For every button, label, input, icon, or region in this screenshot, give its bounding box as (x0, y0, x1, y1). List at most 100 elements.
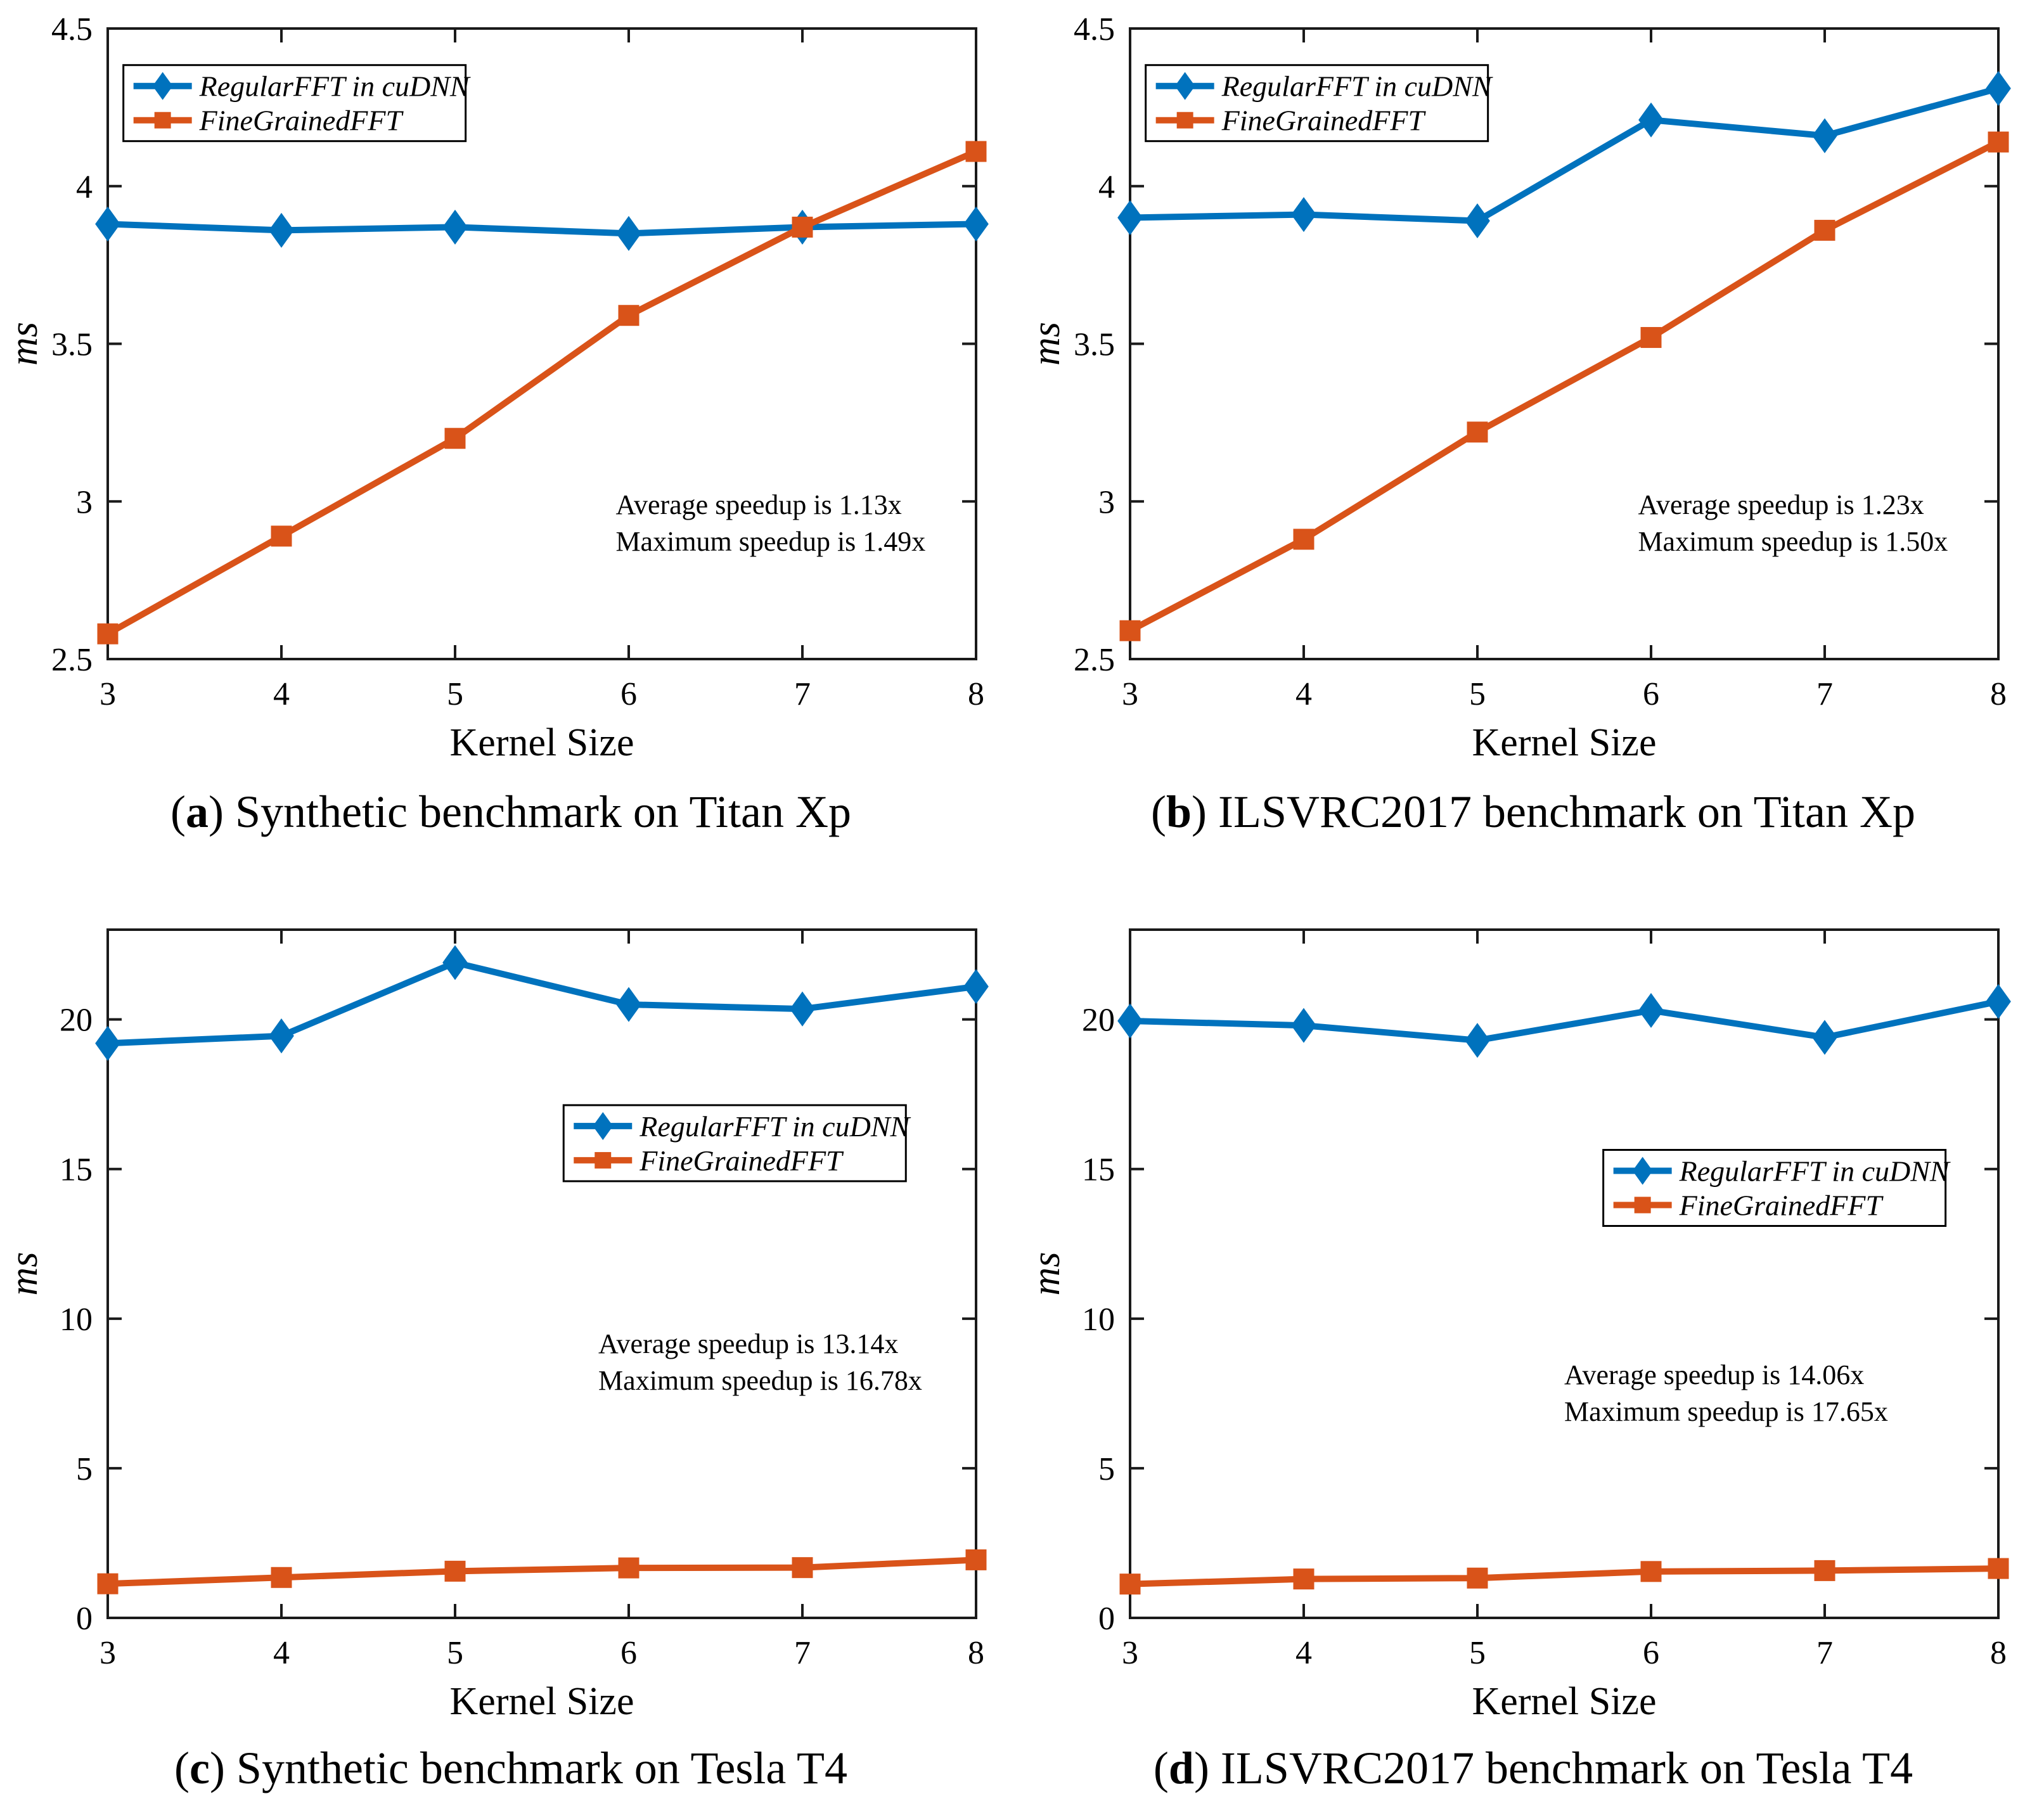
legend-entry-label: RegularFFT in cuDNN (1679, 1155, 1951, 1188)
speedup-annotation-line: Maximum speedup is 1.49x (615, 526, 925, 557)
legend-entry-label: RegularFFT in cuDNN (639, 1110, 911, 1143)
diamond-marker (1986, 70, 2011, 106)
square-marker (595, 1151, 612, 1169)
chart-c-plot: 3 4 5 6 7 8 0 5 10 15 20 Kernel Size ms RegularFFT in… (3, 928, 989, 1723)
diamond-marker (95, 206, 120, 242)
caption-text: ILSVRC2017 benchmark on Tesla T4 (1220, 1743, 1913, 1793)
diamond-marker (269, 1018, 294, 1054)
diamond-marker (152, 72, 173, 100)
series-line (1128, 139, 2000, 634)
caption-c: (c) Synthetic benchmark on Tesla T4 (0, 1742, 1022, 1795)
diamond-marker (1174, 72, 1195, 100)
caption-a: (a) Synthetic benchmark on Titan Xp (0, 786, 1022, 838)
legend-entry-label: FineGrainedFFT (199, 105, 404, 137)
speedup-annotation-line: Average speedup is 1.23x (1638, 489, 1924, 520)
caption-paren: ( (170, 786, 186, 837)
caption-letter: b (1166, 786, 1192, 837)
square-marker (1467, 421, 1488, 443)
y-tick-label: 10 (60, 1302, 93, 1338)
panel-d: 3 4 5 6 7 8 0 5 10 15 20 Kernel Size ms RegularFFT in… (1022, 904, 2044, 1808)
y-tick-label: 3 (76, 484, 93, 520)
series-regular-fft (1117, 70, 2011, 239)
plot-box (106, 928, 977, 1619)
legend-box (1145, 64, 1489, 143)
diamond-marker (616, 987, 641, 1022)
x-tick-label: 3 (1122, 676, 1138, 712)
legend-entry-label: RegularFFT in cuDNN (1221, 70, 1493, 103)
speedup-annotation-line: Average speedup is 13.14x (598, 1328, 898, 1359)
x-tick-label: 6 (1643, 676, 1659, 712)
y-tick-label: 0 (1098, 1601, 1115, 1637)
legend-entry-label: FineGrainedFFT (1221, 105, 1427, 137)
x-tick-label: 4 (273, 676, 290, 712)
diamond-marker (593, 1112, 614, 1140)
square-marker (1640, 1561, 1662, 1582)
square-marker (1119, 620, 1141, 641)
x-tick-label: 5 (1469, 676, 1486, 712)
speedup-annotation: Average speedup is 1.13x Maximum speedup … (615, 489, 925, 557)
caption-paren: ( (1150, 786, 1166, 837)
square-marker (618, 305, 640, 326)
speedup-annotation: Average speedup is 13.14x Maximum speedup… (598, 1328, 922, 1396)
x-tick-label: 5 (447, 1635, 463, 1671)
square-marker (1814, 219, 1835, 241)
x-axis-label: Kernel Size (450, 1680, 634, 1723)
x-tick-label: 3 (100, 1635, 116, 1671)
series-fine-grained-fft (1119, 1558, 2009, 1595)
caption-letter: a (186, 786, 209, 837)
diamond-marker (1638, 102, 1664, 138)
y-tick-label: 4 (76, 169, 93, 205)
axis-ticks (106, 27, 977, 660)
series-line (1129, 998, 2000, 1044)
x-tick-label: 6 (1643, 1635, 1659, 1671)
diamond-marker (1812, 118, 1837, 153)
legend-box (562, 1104, 907, 1183)
x-axis-label: Kernel Size (1472, 1680, 1657, 1723)
square-marker (97, 1573, 119, 1594)
diamond-marker (1465, 203, 1490, 239)
x-tick-label: 3 (1122, 1635, 1138, 1671)
square-marker (97, 623, 119, 644)
series-line (1129, 1565, 1999, 1587)
y-tick-label: 4.5 (1074, 11, 1115, 48)
series-regular-fft (95, 945, 989, 1061)
x-tick-label: 7 (794, 676, 811, 712)
y-tick-label: 2.5 (1074, 642, 1115, 678)
axis-ticks (1129, 930, 2000, 1619)
y-axis-label: ms (3, 322, 46, 366)
caption-paren: ) (209, 786, 224, 837)
panel-c: 3 4 5 6 7 8 0 5 10 15 20 Kernel Size ms RegularFFT in… (0, 904, 1022, 1808)
square-marker (1293, 529, 1314, 550)
y-tick-label: 15 (1082, 1152, 1115, 1188)
square-marker (965, 141, 987, 162)
square-marker (1293, 1568, 1314, 1590)
caption-paren: ( (1153, 1743, 1169, 1793)
y-tick-label: 4 (1098, 169, 1115, 205)
x-tick-label: 4 (273, 1635, 290, 1671)
diamond-marker (442, 945, 468, 980)
y-tick-label: 0 (76, 1601, 93, 1637)
series-line (107, 221, 977, 237)
diamond-marker (1117, 1003, 1143, 1039)
y-tick-label: 3.5 (1074, 327, 1115, 363)
square-marker (1119, 1574, 1141, 1595)
series-fine-grained-fft (97, 141, 987, 644)
y-tick-label: 20 (1082, 1003, 1115, 1039)
square-marker (271, 525, 292, 547)
x-tick-label: 7 (1816, 676, 1833, 712)
caption-paren: ( (174, 1743, 190, 1793)
caption-paren: ) (1192, 786, 1207, 837)
legend-box (1602, 1149, 1947, 1228)
square-marker (1634, 1196, 1651, 1214)
x-tick-label: 8 (968, 676, 984, 712)
axis-ticks (1129, 27, 2000, 660)
caption-letter: d (1168, 1743, 1194, 1793)
axis-ticks (106, 930, 977, 1619)
panel-a: 3 4 5 6 7 8 2.5 3 3.5 4 4.5 Kernel Size ms RegularFFT… (0, 0, 1022, 904)
series-regular-fft (1117, 984, 2011, 1058)
x-tick-label: 7 (794, 1635, 811, 1671)
